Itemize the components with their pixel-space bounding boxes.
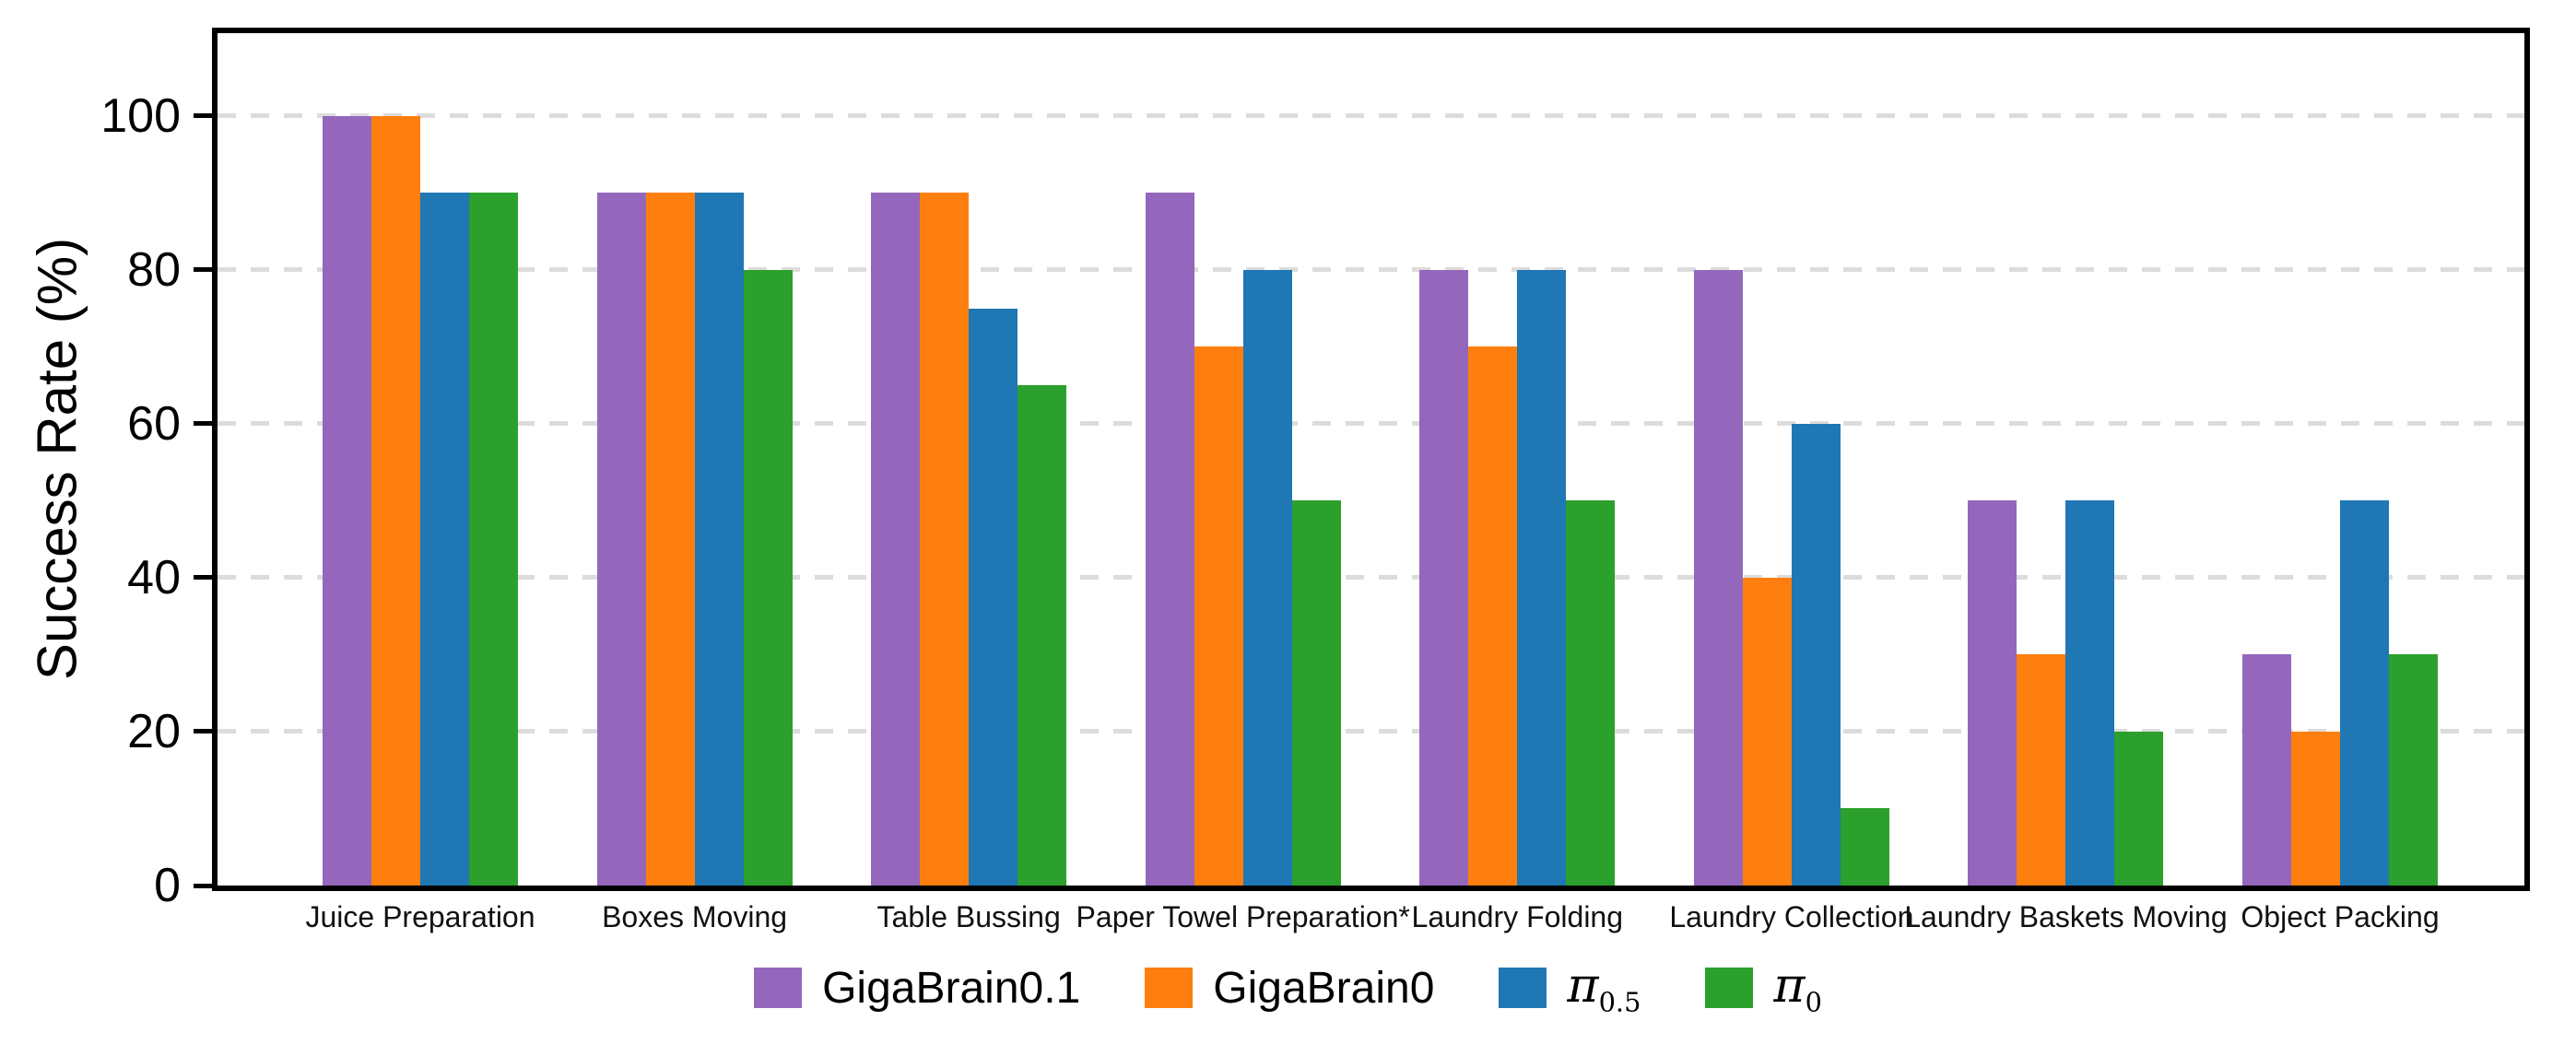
bar-GigaBrain0.1-Table Bussing: [871, 193, 921, 886]
y-tick-label-100: 100: [100, 88, 181, 143]
y-tick-40: [194, 575, 212, 581]
legend-label-pi_0.5: π0.5: [1567, 958, 1641, 1018]
pi-symbol: π: [1773, 958, 1806, 1014]
bar-GigaBrain0.1-Juice Preparation: [323, 115, 371, 886]
pi-subscript: 0.5: [1598, 986, 1641, 1018]
legend-item-pi_0.5: π0.5: [1499, 958, 1641, 1018]
bar-pi_0-Boxes Moving: [743, 269, 793, 886]
bar-GigaBrain0-Laundry Collection: [1742, 577, 1792, 886]
x-label-Boxes Moving: Boxes Moving: [602, 900, 788, 933]
bar-GigaBrain0-Paper Towel Preparation*: [1194, 346, 1243, 886]
legend-swatch-pi_0: [1705, 968, 1754, 1009]
bar-GigaBrain0.1-Object Packing: [2242, 654, 2291, 886]
gridline-60: [218, 421, 2524, 427]
bar-pi_0.5-Laundry Collection: [1791, 423, 1841, 886]
legend-label-pi_0: π0: [1773, 958, 1822, 1018]
bar-pi_0-Juice Preparation: [469, 193, 518, 886]
gridline-80: [218, 267, 2524, 273]
bar-GigaBrain0.1-Laundry Collection: [1693, 269, 1743, 886]
bar-GigaBrain0.1-Paper Towel Preparation*: [1145, 193, 1194, 886]
bar-pi_0.5-Juice Preparation: [420, 193, 469, 886]
bar-pi_0.5-Object Packing: [2340, 500, 2389, 886]
x-label-Laundry Collection: Laundry Collection: [1669, 900, 1914, 933]
bar-pi_0-Table Bussing: [1017, 385, 1067, 886]
pi-subscript: 0: [1805, 986, 1822, 1018]
y-tick-label-40: 40: [127, 550, 181, 604]
legend-item-GigaBrain0: GigaBrain0: [1145, 963, 1434, 1014]
legend: GigaBrain0.1 GigaBrain0 π0.5 π0: [0, 958, 2576, 1018]
legend-label-GigaBrain0.1: GigaBrain0.1: [822, 963, 1081, 1013]
legend-item-GigaBrain0.1: GigaBrain0.1: [754, 963, 1080, 1014]
y-tick-label-0: 0: [154, 859, 181, 912]
legend-item-pi_0: π0: [1705, 958, 1822, 1018]
bar-GigaBrain0.1-Boxes Moving: [596, 193, 646, 886]
legend-label-GigaBrain0: GigaBrain0: [1213, 963, 1435, 1013]
y-tick-label-80: 80: [127, 242, 181, 297]
x-axis-labels: Juice Preparation Boxes Moving Table Bussi…: [0, 900, 2576, 941]
plot-inner: [218, 33, 2524, 886]
bar-pi_0-Laundry Folding: [1566, 500, 1616, 886]
y-tick-label-20: 20: [127, 704, 181, 758]
bar-GigaBrain0-Boxes Moving: [645, 193, 695, 886]
gridline-20: [218, 729, 2524, 734]
bar-pi_0.5-Table Bussing: [969, 308, 1018, 886]
bar-GigaBrain0-Laundry Folding: [1468, 346, 1518, 886]
bar-GigaBrain0-Juice Preparation: [371, 115, 420, 886]
y-tick-0: [194, 883, 212, 888]
legend-swatch-GigaBrain0: [1145, 968, 1194, 1009]
y-axis-title: Success Rate (%): [26, 237, 88, 681]
plot-area: [212, 28, 2530, 891]
bar-pi_0.5-Paper Towel Preparation*: [1242, 269, 1292, 886]
bar-pi_0.5-Laundry Folding: [1517, 269, 1567, 886]
bar-GigaBrain0-Object Packing: [2291, 731, 2340, 886]
y-tick-100: [194, 113, 212, 119]
bar-GigaBrain0.1-Laundry Folding: [1419, 269, 1469, 886]
y-tick-80: [194, 267, 212, 273]
bar-GigaBrain0-Laundry Baskets Moving: [2017, 654, 2066, 886]
bar-pi_0-Paper Towel Preparation*: [1291, 500, 1341, 886]
bar-GigaBrain0-Table Bussing: [920, 193, 970, 886]
pi-symbol: π: [1567, 958, 1599, 1014]
bar-pi_0-Object Packing: [2389, 654, 2438, 886]
y-tick-20: [194, 729, 212, 734]
x-label-Juice Preparation: Juice Preparation: [305, 900, 535, 933]
x-label-Object Packing: Object Packing: [2241, 900, 2440, 933]
y-tick-label-60: 60: [127, 396, 181, 451]
gridline-100: [218, 113, 2524, 119]
bar-pi_0-Laundry Baskets Moving: [2114, 731, 2164, 886]
bar-pi_0-Laundry Collection: [1840, 808, 1889, 886]
bar-pi_0.5-Boxes Moving: [694, 193, 744, 886]
x-label-Table Bussing: Table Bussing: [876, 900, 1061, 933]
gridline-40: [218, 575, 2524, 581]
y-tick-60: [194, 421, 212, 427]
bar-GigaBrain0.1-Laundry Baskets Moving: [1968, 500, 2017, 886]
legend-swatch-pi_0.5: [1499, 968, 1547, 1009]
x-label-Laundry Baskets Moving: Laundry Baskets Moving: [1904, 900, 2228, 933]
x-label-Laundry Folding: Laundry Folding: [1411, 900, 1624, 933]
legend-swatch-GigaBrain0.1: [754, 968, 803, 1009]
x-label-Paper Towel Preparation*: Paper Towel Preparation*: [1076, 900, 1410, 933]
bar-pi_0.5-Laundry Baskets Moving: [2065, 500, 2115, 886]
